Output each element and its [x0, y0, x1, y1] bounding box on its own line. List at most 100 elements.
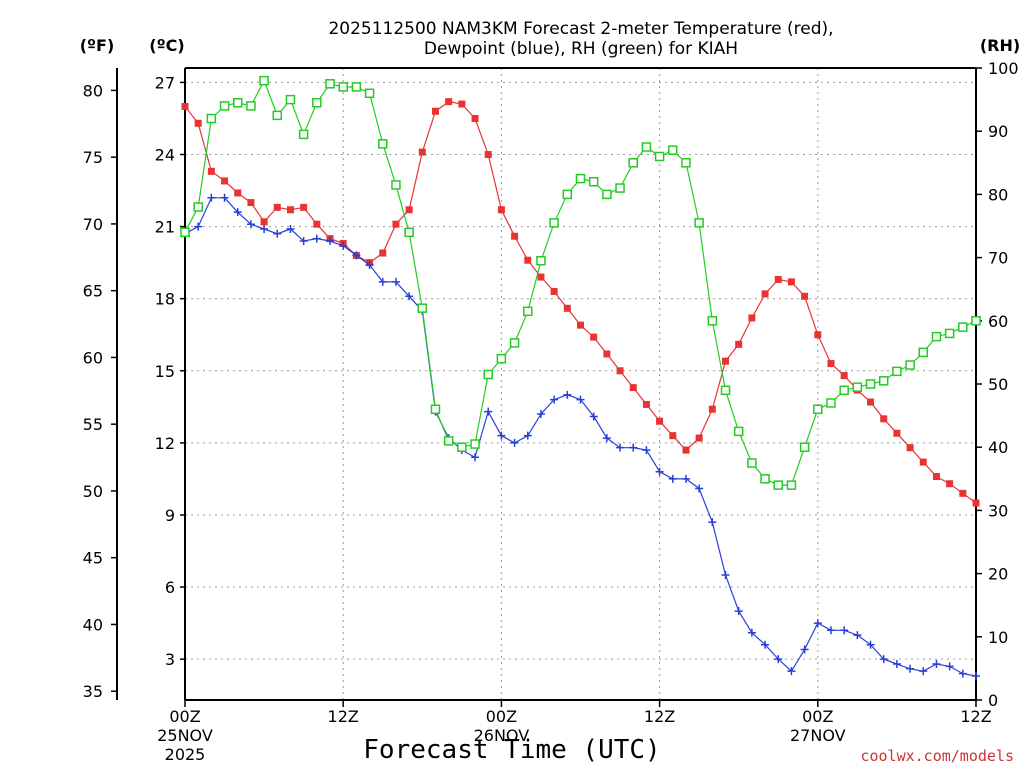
dewpoint-point [536, 410, 545, 419]
dewpoint-point [932, 659, 941, 668]
rh-point [760, 474, 770, 484]
rh-point [839, 385, 849, 396]
x-axis-title: Forecast Time (UTC) [363, 735, 660, 765]
dewpoint-point [642, 446, 651, 455]
dewpoint-point [853, 631, 862, 640]
rh-point [799, 442, 810, 452]
rh-tick-label: 40 [988, 438, 1008, 457]
2-meter-temperature-point [471, 114, 479, 122]
rh-point [404, 227, 414, 238]
2-meter-temperature-point [379, 249, 387, 257]
rh-point [285, 94, 296, 105]
rh-tick-label: 90 [988, 122, 1008, 141]
2-meter-temperature-point [932, 473, 940, 481]
rh-point [786, 480, 797, 490]
dewpoint-point [391, 277, 400, 286]
fahrenheit-tick-label: 55 [83, 415, 103, 434]
rh-point [733, 426, 744, 437]
celsius-tick-label: 18 [155, 290, 175, 309]
date-tick-label: 26NOV [474, 726, 530, 745]
2-meter-temperature-point [418, 148, 426, 156]
dewpoint-point [840, 626, 849, 635]
rh-point [852, 382, 863, 392]
2-meter-temperature-point [207, 167, 215, 175]
dewpoint-point [550, 395, 559, 404]
time-tick-label: 00Z [169, 707, 200, 726]
dewpoint-point [629, 443, 638, 452]
rh-point [931, 331, 942, 342]
dewpoint-point [906, 664, 915, 673]
rh-point [206, 113, 217, 124]
axis-ticks: 3 6 9 12 15 18 21 24 27 35 40 45 50 55 60 65 70 75 80 0 10 20… [83, 59, 1019, 764]
data-series [180, 75, 981, 680]
rh-point [338, 82, 348, 92]
rh-point [747, 458, 757, 468]
dewpoint-point [589, 412, 598, 421]
rh-point [707, 316, 718, 326]
date-tick-label: 25NOV [157, 726, 213, 745]
dewpoint-point [471, 453, 480, 462]
fahrenheit-tick-label: 40 [83, 615, 103, 634]
fahrenheit-tick-label: 65 [83, 282, 103, 301]
dewpoint-point [207, 193, 216, 202]
rh-point [470, 439, 480, 449]
dewpoint-point [813, 619, 822, 628]
rh-point [562, 189, 573, 200]
rh-point [575, 173, 586, 184]
2-meter-temperature-point [642, 400, 650, 408]
celsius-tick-label: 3 [165, 650, 175, 669]
2-meter-temperature-point [445, 98, 453, 106]
dewpoint-point [352, 251, 361, 260]
dewpoint-point [826, 626, 835, 635]
2-meter-temperature-point [682, 446, 690, 454]
2-meter-temperature-point [392, 220, 400, 228]
2-meter-temperature-point [867, 398, 875, 406]
rh-point [615, 183, 625, 193]
2-meter-temperature-point [919, 458, 927, 466]
2-meter-temperature-point [286, 206, 294, 214]
rh-point [232, 98, 243, 108]
dewpoint-point [233, 208, 242, 217]
celsius-tick-label: 9 [165, 506, 175, 525]
time-tick-label: 12Z [960, 707, 991, 726]
dewpoint-point [484, 407, 493, 416]
2-meter-temperature-point [484, 151, 492, 159]
dewpoint-point [721, 571, 730, 580]
dewpoint-point [602, 434, 611, 443]
dewpoint-point [378, 277, 387, 286]
dewpoint-point [695, 484, 704, 493]
2-meter-temperature-point [669, 432, 677, 440]
fahrenheit-tick-label: 75 [83, 148, 103, 167]
dewpoint-point [405, 292, 414, 301]
2-meter-temperature-point [234, 189, 242, 197]
celsius-tick-label: 6 [165, 578, 175, 597]
rh-point [325, 79, 335, 89]
2-meter-temperature-point [603, 350, 611, 358]
2-meter-temperature-point [550, 287, 558, 295]
dewpoint-point [576, 395, 585, 404]
rh-tick-label: 10 [988, 628, 1008, 647]
2-meter-temperature-point [880, 415, 888, 423]
2-meter-temperature-point [735, 340, 743, 348]
rh-tick-label: 100 [988, 59, 1019, 78]
2-meter-temperature-point [695, 434, 703, 442]
rh-point [259, 75, 269, 86]
dewpoint-point [892, 659, 901, 668]
2-meter-temperature-point [761, 290, 769, 298]
rh-point [536, 256, 546, 266]
dewpoint-point [563, 390, 572, 399]
2-meter-temperature-point [708, 405, 716, 413]
2-meter-temperature-point [787, 278, 795, 286]
rh-point [865, 379, 876, 389]
dewpoint-point [972, 671, 980, 680]
fahrenheit-tick-label: 70 [83, 215, 103, 234]
dewpoint-point [194, 222, 203, 231]
2-meter-temperature-point [906, 444, 914, 452]
dewpoint-point [879, 655, 888, 664]
2-meter-temperature-point [577, 321, 584, 329]
celsius-tick-label: 15 [155, 362, 175, 381]
rh-tick-label: 50 [988, 375, 1008, 394]
dewpoint-point [800, 645, 809, 654]
rh-point [312, 98, 322, 108]
credit-link[interactable]: coolwx.com/models [860, 747, 1014, 765]
